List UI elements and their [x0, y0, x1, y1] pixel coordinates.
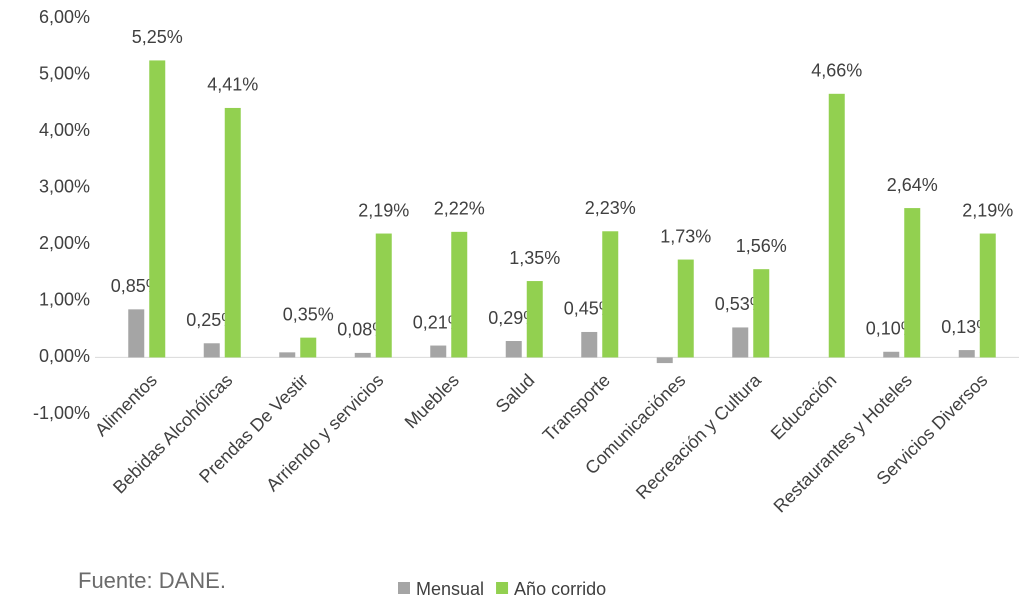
x-tick-label: Salud — [492, 370, 539, 417]
y-tick-label: 5,00% — [39, 63, 90, 83]
value-label: 2,19% — [962, 200, 1013, 220]
bar — [526, 281, 543, 358]
bar — [602, 231, 619, 358]
value-label: 4,41% — [207, 75, 258, 95]
x-tick-label: Muebles — [401, 370, 463, 432]
bar — [149, 60, 166, 358]
value-label: 0,85% — [111, 276, 162, 296]
value-label: 0,25% — [186, 310, 237, 330]
value-label: 1,73% — [660, 226, 711, 246]
legend-swatch — [496, 582, 509, 594]
y-tick-label: 2,00% — [39, 233, 90, 253]
value-label: 1,56% — [736, 236, 787, 256]
bar — [656, 357, 673, 364]
value-label: 0,21% — [413, 312, 464, 332]
value-label: 2,19% — [358, 200, 409, 220]
value-label: 0,10% — [866, 319, 917, 339]
y-tick-label: 1,00% — [39, 290, 90, 310]
x-tick-label: Restaurantes y Hoteles — [769, 370, 915, 516]
y-tick-label: 3,00% — [39, 176, 90, 196]
bar — [128, 309, 145, 358]
bar — [828, 93, 845, 358]
x-tick-label: Educación — [767, 370, 841, 444]
value-label: 2,22% — [434, 199, 485, 219]
value-label: 4,66% — [811, 61, 862, 81]
bar — [677, 259, 694, 358]
value-label: 0,08% — [337, 320, 388, 340]
value-label: 5,25% — [132, 27, 183, 47]
bar — [979, 233, 996, 358]
value-label: 0,35% — [283, 304, 334, 324]
bar — [300, 337, 317, 358]
x-tick-label: Alimentos — [91, 370, 161, 440]
legend-label: Mensual — [416, 579, 484, 599]
bar — [430, 345, 447, 358]
bar — [753, 269, 770, 358]
bar — [958, 350, 975, 358]
source-note: Fuente: DANE. — [78, 568, 226, 593]
x-tick-label: Transporte — [539, 370, 614, 445]
legend-label: Año corrido — [514, 579, 606, 599]
y-tick-label: 4,00% — [39, 120, 90, 140]
bar — [581, 331, 598, 358]
bar — [505, 341, 522, 358]
value-label: 1,35% — [509, 248, 560, 268]
bar — [375, 233, 392, 358]
value-label: 0,13% — [941, 317, 992, 337]
y-tick-label: -1,00% — [33, 403, 90, 423]
legend-swatch — [398, 582, 410, 594]
x-tick-label: Recreación y Cultura — [632, 369, 766, 503]
bar — [354, 352, 371, 358]
bar — [224, 107, 241, 358]
value-label: 0,45% — [564, 299, 615, 319]
value-label: 0,53% — [715, 294, 766, 314]
bar — [203, 343, 220, 358]
value-label: 2,64% — [887, 175, 938, 195]
bar — [883, 351, 900, 358]
value-label: 2,23% — [585, 198, 636, 218]
value-label: 0,29% — [488, 308, 539, 328]
y-tick-label: 0,00% — [39, 346, 90, 366]
bar — [732, 327, 749, 358]
y-tick-label: 6,00% — [39, 7, 90, 27]
bar — [279, 352, 296, 358]
bar — [451, 231, 468, 358]
bar — [904, 208, 921, 358]
